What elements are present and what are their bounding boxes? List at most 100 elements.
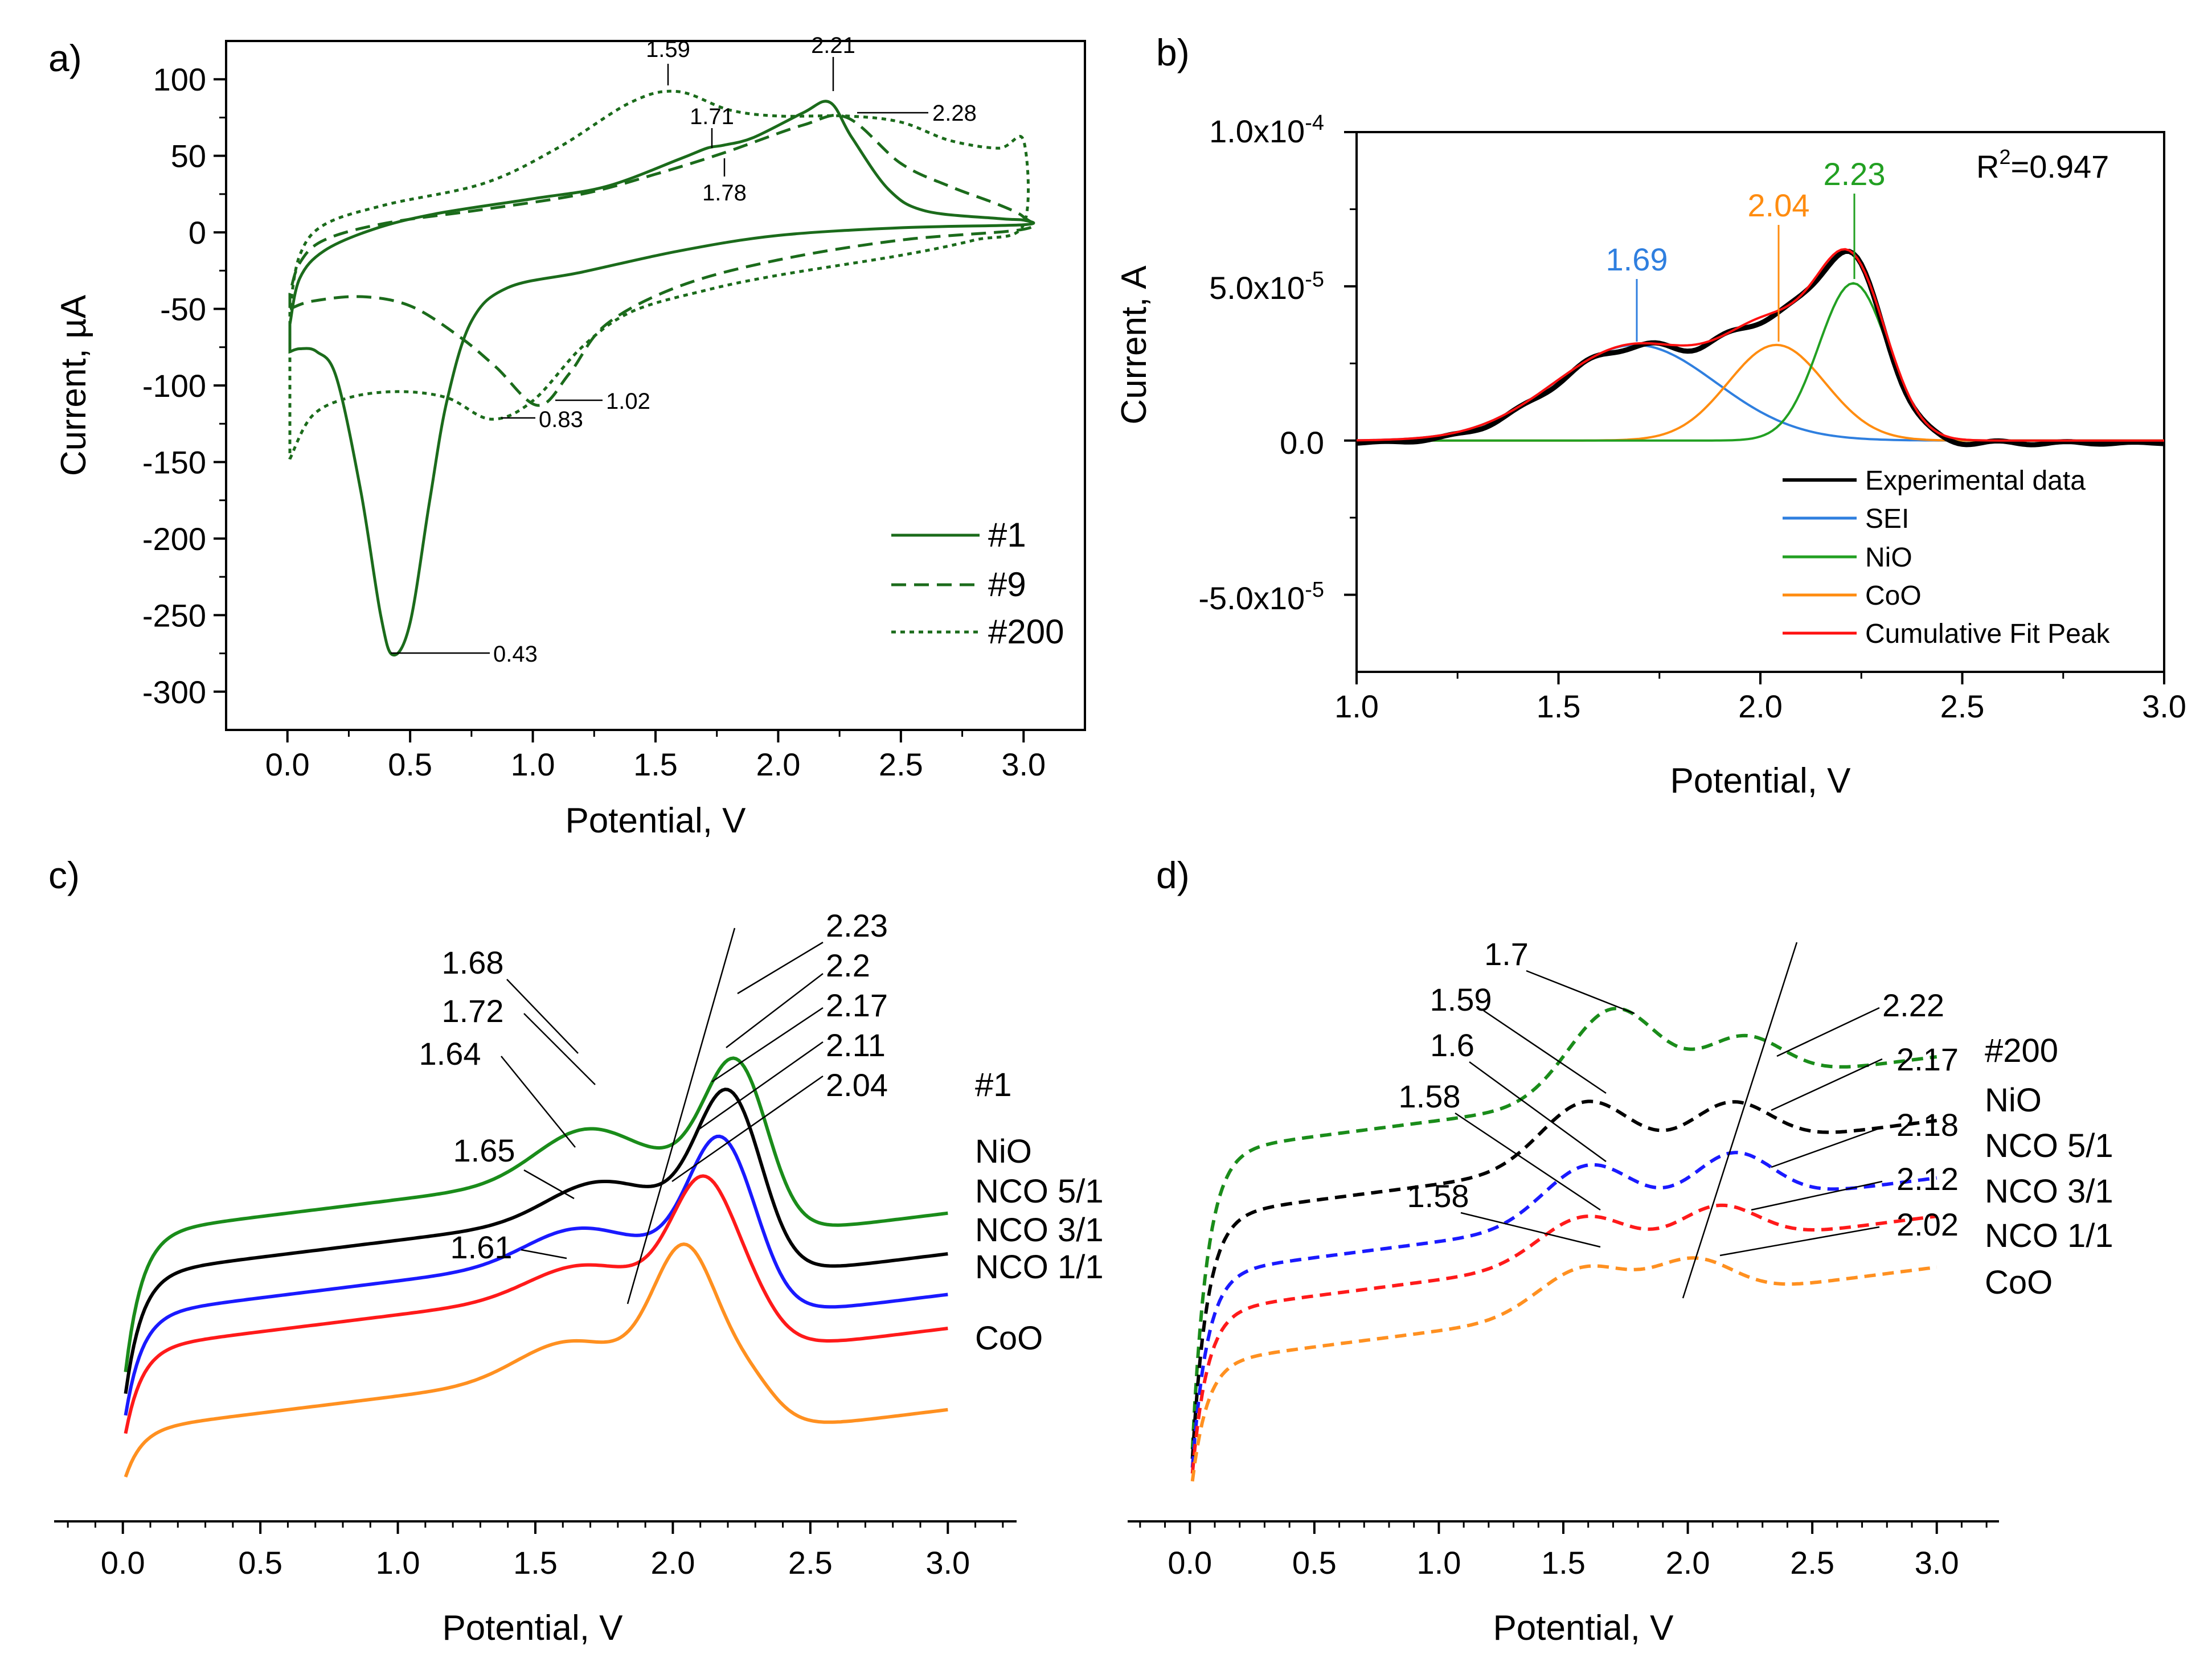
panel-a-x-ticks: 0.0 0.5 1.0 1.5 2.0 2.5 3.0 — [265, 730, 1046, 782]
curve-nco-5-1 — [124, 1088, 948, 1394]
x-tick-label: 0.0 — [1168, 1545, 1212, 1581]
panel-c-cycle-label: #1 — [975, 1066, 1012, 1103]
panel-c-curves — [124, 1056, 948, 1478]
curve-nco-5-1 — [1190, 1099, 1937, 1459]
panel-a-annotation: 2.28 — [932, 101, 977, 126]
y-tick-label: 1.0x10-4 — [1209, 111, 1324, 149]
peak-label: 2.04 — [826, 1067, 888, 1103]
peak-label: 2.02 — [1896, 1207, 1959, 1242]
curve-label: CoO — [975, 1320, 1043, 1357]
panel-a-frame — [225, 40, 1086, 731]
x-tick-label: 2.0 — [756, 746, 800, 782]
cumulative-fit-curve — [1356, 248, 2164, 442]
panel-a-annotation: 1.78 — [702, 180, 747, 206]
panel-a-annotations — [391, 57, 928, 654]
legend-label: #200 — [988, 613, 1064, 651]
panel-d: d) 0.0 0.5 1.0 1.5 2.0 2.5 3.0 Potential, V #2… — [1128, 854, 2113, 1648]
peak-label: 1.64 — [419, 1036, 481, 1072]
y-tick-label: 5.0x10-5 — [1209, 268, 1324, 306]
panel-c-leader-lines — [501, 941, 824, 1259]
x-tick-label: 2.5 — [879, 746, 923, 782]
curve-label: NCO 1/1 — [975, 1249, 1104, 1286]
curve-nco-1-1 — [124, 1174, 948, 1434]
peak-label-coo: 2.04 — [1748, 187, 1810, 223]
x-tick-label: 3.0 — [925, 1545, 970, 1581]
panel-b-legend: Experimental data SEI NiO CoO Cumulative… — [1783, 466, 2110, 649]
peak-label-sei: 1.69 — [1606, 241, 1668, 277]
cv-curve-cycle-1 — [288, 100, 1035, 656]
x-tick-label: 0.0 — [101, 1545, 145, 1581]
panel-a-y-ticks: 100 50 0 -50 -100 -150 -200 -250 -300 — [142, 61, 226, 710]
panel-d-x-axis-title: Potential, V — [1493, 1608, 1674, 1648]
panel-c: c) 0.0 0.5 1.0 1.5 2.0 2.5 3.0 Potential, V #1… — [48, 854, 1104, 1648]
panel-b-x-axis-title: Potential, V — [1670, 761, 1851, 801]
x-tick-label: 1.0 — [1416, 1545, 1461, 1581]
x-tick-label: 1.0 — [1334, 688, 1379, 724]
peak-label: 2.22 — [1882, 987, 1944, 1023]
peak-label: 2.23 — [826, 908, 888, 943]
x-tick-label: 1.0 — [376, 1545, 420, 1581]
x-tick-label: 3.0 — [2142, 688, 2186, 724]
curve-label: CoO — [1985, 1264, 2053, 1301]
curve-nco-3-1 — [124, 1134, 948, 1416]
panel-a: a) 0.0 0.5 1.0 1.5 2.0 2.5 3.0 100 50 0 -50 -100 -1… — [48, 33, 1086, 840]
panel-a-curves — [288, 89, 1035, 656]
panel-b-curves — [1356, 248, 2165, 448]
y-tick-label: -150 — [142, 444, 206, 480]
panel-b-x-ticks: 1.0 1.5 2.0 2.5 3.0 — [1334, 672, 2186, 724]
y-tick-label: 50 — [171, 138, 206, 174]
y-tick-label: -100 — [142, 368, 206, 404]
curve-nco-3-1 — [1190, 1151, 1937, 1468]
peak-label: 2.12 — [1896, 1161, 1959, 1197]
peak-label: 1.6 — [1430, 1027, 1474, 1063]
peak-label: 1.59 — [1430, 982, 1492, 1017]
peak-label: 1.7 — [1484, 936, 1529, 972]
x-tick-label: 0.0 — [265, 746, 310, 782]
panel-a-annotation: 2.21 — [811, 33, 855, 58]
y-tick-label: -50 — [160, 292, 206, 327]
y-tick-label: 0 — [189, 215, 206, 251]
peak-guide-line — [626, 928, 736, 1304]
x-tick-label: 1.5 — [633, 746, 678, 782]
curve-label: NCO 5/1 — [1985, 1127, 2113, 1164]
y-tick-label: 100 — [153, 61, 206, 97]
legend-label: #9 — [988, 565, 1026, 604]
x-tick-label: 2.0 — [1666, 1545, 1710, 1581]
x-tick-label: 3.0 — [1001, 746, 1046, 782]
y-tick-label: -250 — [142, 597, 206, 633]
panel-a-annotation: 0.83 — [539, 407, 583, 432]
legend-label: NiO — [1865, 543, 1912, 573]
curve-label: NCO 3/1 — [975, 1212, 1104, 1249]
curve-nio — [124, 1056, 948, 1372]
x-tick-label: 1.5 — [1537, 688, 1581, 724]
curve-coo — [1190, 1256, 1937, 1482]
x-tick-label: 0.5 — [238, 1545, 282, 1581]
experimental-data-curve — [1356, 249, 2165, 448]
peak-label-nio: 2.23 — [1824, 156, 1886, 192]
panel-d-leader-lines — [1455, 970, 1883, 1257]
panel-b-y-ticks — [1344, 131, 1357, 596]
curve-label: NCO 3/1 — [1985, 1173, 2113, 1210]
legend-label: CoO — [1865, 581, 1922, 611]
panel-a-annotation: 1.02 — [606, 389, 650, 414]
legend-label: #1 — [988, 516, 1026, 554]
legend-label: Experimental data — [1865, 466, 2086, 496]
panel-d-cycle-label: #200 — [1985, 1032, 2058, 1069]
panel-a-y-axis-title: Current, µA — [54, 294, 93, 476]
r-squared: R2=0.947 — [1976, 145, 2109, 184]
peak-label: 2.17 — [1896, 1041, 1959, 1077]
peak-label: 1.72 — [442, 993, 504, 1029]
curve-label: NCO 5/1 — [975, 1173, 1104, 1210]
peak-label: 1.65 — [453, 1132, 515, 1168]
panel-c-x-axis-title: Potential, V — [442, 1608, 623, 1648]
y-tick-label: -200 — [142, 521, 206, 557]
x-tick-label: 1.0 — [511, 746, 555, 782]
peak-label: 2.2 — [826, 947, 870, 983]
curve-coo — [124, 1242, 948, 1478]
panel-a-legend: #1 #9 #200 — [891, 516, 1064, 651]
peak-label: 2.11 — [826, 1027, 886, 1063]
panel-a-x-axis-title: Potential, V — [565, 801, 746, 840]
cv-curve-cycle-9 — [288, 113, 1035, 407]
peak-label: 1.58 — [1407, 1178, 1469, 1214]
